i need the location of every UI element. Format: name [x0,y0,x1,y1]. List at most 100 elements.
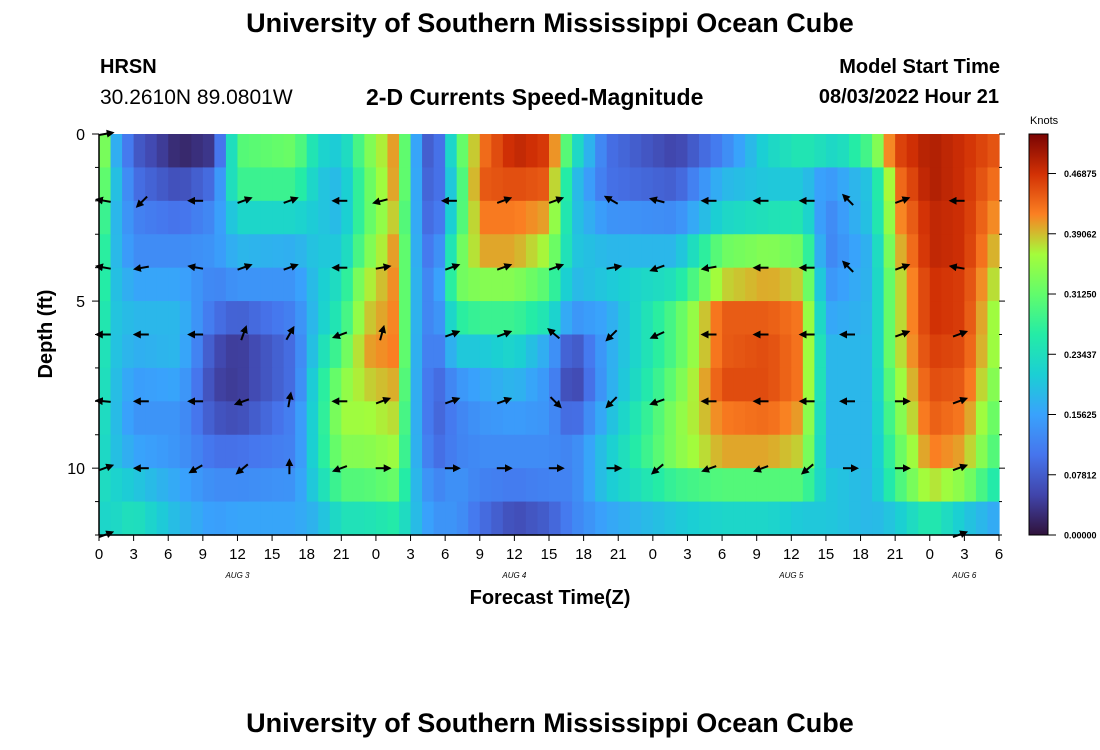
heatmap-cell [249,301,262,336]
heatmap-cell [606,468,619,503]
day-label: AUG 6 [951,571,977,580]
current-arrow [701,465,717,473]
heatmap-cell [364,401,377,436]
heatmap-cell [352,200,365,235]
heatmap-cell [110,200,123,235]
heatmap-cell [802,167,815,202]
heatmap-cell [168,167,181,202]
heatmap-cell [837,334,850,369]
heatmap-cell [641,468,654,503]
heatmap-cell [318,301,331,336]
heatmap-cell [629,334,642,369]
heatmap-cell [664,468,677,503]
heatmap-cell [272,234,285,269]
heatmap-cell [572,167,585,202]
heatmap-cell [895,234,908,269]
colorbar-tick-label: 0.39062 [1064,229,1097,239]
heatmap-cell [352,234,365,269]
heatmap-cell [975,167,989,202]
heatmap-cell [675,367,689,402]
heatmap-cell [860,501,873,536]
heatmap-cell [237,468,250,503]
heatmap-cell [168,134,181,169]
heatmap-cell [756,167,769,202]
heatmap-cell [883,468,896,503]
heatmap-cell [375,434,389,469]
heatmap-cell [329,468,342,503]
heatmap-cell [687,468,700,503]
heatmap-cell [883,167,896,202]
heatmap-cell [537,267,550,302]
heatmap-cell [722,200,735,235]
heatmap-cell [952,434,965,469]
colorbar-title: Knots [1030,115,1059,127]
heatmap-cell [525,167,539,202]
heatmap-cell [791,434,804,469]
heatmap-cell [929,468,942,503]
heatmap-cell [179,267,192,302]
heatmap-cell [99,301,112,336]
heatmap-cell [664,301,677,336]
heatmap-cell [802,234,815,269]
heatmap-cell [306,334,319,369]
heatmap-cell [399,367,412,402]
heatmap-cell [341,167,354,202]
heatmap-cell [675,267,689,302]
heatmap-cell [652,267,665,302]
heatmap-cell [456,134,469,169]
heatmap-cell [952,234,965,269]
station-name: HRSN [100,56,157,78]
current-arrow [94,196,111,205]
heatmap-cell [168,200,181,235]
heatmap-cell [341,234,354,269]
colorbar-tick-label: 0.07812 [1064,470,1097,480]
heatmap-cell [260,234,273,269]
heatmap-cell [468,134,481,169]
heatmap-cell [156,401,169,436]
heatmap-cell [756,367,769,402]
x-tick-label: 18 [298,546,315,563]
heatmap-cell [560,267,573,302]
heatmap-cell [687,267,700,302]
heatmap-cell [941,401,954,436]
heatmap-cell [687,301,700,336]
x-tick-label: 6 [995,546,1003,563]
heatmap-cell [133,434,146,469]
current-arrow [549,396,562,409]
heatmap-cell [629,134,642,169]
heatmap-cell [433,301,446,336]
heatmap-cell [283,234,296,269]
heatmap-cell [768,334,781,369]
heatmap-cell [779,401,792,436]
heatmap-cell [410,501,423,536]
heatmap-cell [583,334,596,369]
heatmap-cell [606,167,619,202]
heatmap-cell [122,401,135,436]
heatmap-cell [583,234,596,269]
heatmap-cell [375,267,389,302]
heatmap-cell [952,134,965,169]
heatmap-cell [918,334,931,369]
station-coords: 30.2610N 89.0801W [100,86,293,109]
day-label: AUG 3 [224,571,250,580]
heatmap-cell [675,334,689,369]
heatmap-cell [168,468,181,503]
heatmap-cell [606,200,619,235]
heatmap-cell [341,334,354,369]
heatmap-cell [179,200,192,235]
heatmap-cell [814,334,827,369]
heatmap-cell [433,134,446,169]
current-arrow [94,397,111,406]
heatmap-cell [987,468,1000,503]
heatmap-cell [860,334,873,369]
current-arrow [98,129,115,138]
heatmap-cell [549,267,562,302]
heatmap-cell [895,367,908,402]
heatmap-cell [675,134,689,169]
x-axis-label: Forecast Time(Z) [470,587,631,609]
y-axis-label: Depth (ft) [35,290,57,379]
heatmap-cell [99,167,112,202]
heatmap-cell [687,167,700,202]
heatmap-cell [410,234,423,269]
heatmap-cell [849,401,862,436]
